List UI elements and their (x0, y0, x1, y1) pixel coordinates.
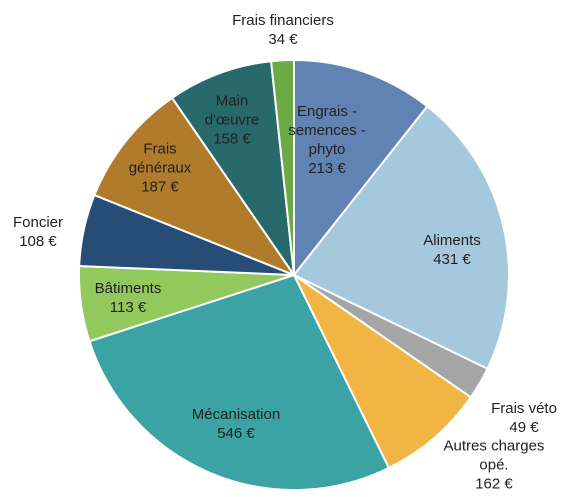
value-label: 431 € (433, 251, 471, 268)
category-label: Main d'œuvre (204, 92, 260, 129)
slice-label: Mécanisation 546 € (171, 405, 301, 443)
slice-label: Frais financiers 34 € (218, 11, 348, 49)
value-label: 158 € (213, 130, 251, 148)
pie-slice (292, 104, 510, 371)
slice-label: Frais généraux 187 € (115, 140, 205, 197)
category-label: Aliments (423, 232, 481, 249)
slice-label: Frais véto 49 € (479, 399, 569, 437)
value-label: 546 € (217, 425, 255, 442)
value-label: 113 € (109, 299, 147, 316)
value-label: 187 € (141, 178, 179, 196)
slice-label: Bâtiments 113 € (83, 279, 173, 317)
slice-label: Aliments 431 € (407, 231, 497, 269)
value-label: 34 € (268, 31, 298, 48)
pie-slice (269, 58, 295, 276)
pie-slice (293, 58, 429, 278)
pie-slice (291, 271, 473, 470)
value-label: 213 € (308, 160, 346, 177)
category-label: Foncier (12, 214, 64, 231)
pie-slice (93, 96, 297, 278)
category-label: Frais généraux (128, 140, 192, 177)
category-label: Frais véto (491, 400, 557, 417)
pie-slice (170, 60, 295, 276)
category-label: Engrais - semences - phyto (288, 103, 366, 158)
value-label: 49 € (509, 419, 539, 436)
slice-label: Autres charges opé. 162 € (434, 437, 554, 494)
value-label: 162 € (475, 475, 513, 493)
value-label: 108 € (19, 233, 57, 250)
category-label: Bâtiments (94, 280, 162, 297)
slice-label: Foncier 108 € (0, 213, 78, 251)
slice-label: Main d'œuvre 158 € (192, 92, 272, 149)
pie-slice (88, 273, 391, 491)
category-label: Autres charges opé. (443, 437, 545, 474)
category-label: Frais financiers (232, 12, 334, 29)
slice-label: Engrais - semences - phyto 213 € (287, 102, 367, 178)
category-label: Mécanisation (191, 406, 281, 423)
